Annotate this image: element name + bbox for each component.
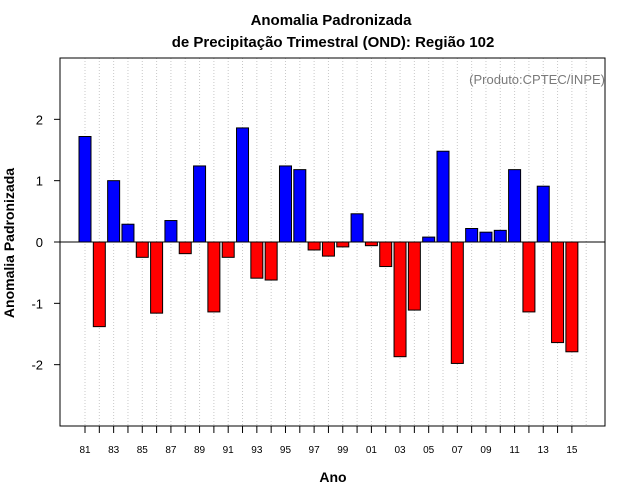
x-tick-label: 05 — [423, 445, 435, 456]
bar-2014 — [551, 241, 565, 344]
y-tick-label: 1 — [36, 174, 43, 189]
bar-2009 — [479, 231, 493, 243]
x-tick-label: 89 — [194, 445, 206, 456]
bar-2013 — [536, 185, 550, 243]
bar-2004 — [407, 241, 421, 311]
bar-2010 — [493, 229, 507, 243]
x-tick-label: 09 — [480, 445, 492, 456]
x-tick-label: 01 — [366, 445, 378, 456]
chart-title: Anomalia Padronizada — [251, 12, 413, 29]
x-tick-label: 91 — [223, 445, 235, 456]
bar-1981 — [78, 136, 92, 243]
bar-1991 — [221, 241, 235, 258]
x-tick-label: 81 — [79, 445, 91, 456]
bar-1985 — [135, 241, 149, 258]
y-axis-title: Anomalia Padronizada — [1, 168, 17, 318]
bar-2006 — [436, 150, 450, 243]
chart-subtitle: de Precipitação Trimestral (OND): Região… — [172, 34, 495, 51]
bar-1984 — [121, 223, 135, 243]
bar-1988 — [178, 241, 192, 255]
bar-1995 — [278, 165, 292, 243]
bar-2000 — [350, 213, 364, 243]
x-tick-label: 85 — [137, 445, 149, 456]
bar-2007 — [450, 241, 464, 364]
x-tick-label: 13 — [538, 445, 550, 456]
bar-2001 — [364, 241, 378, 247]
bar-2003 — [393, 241, 407, 358]
bar-2011 — [508, 169, 522, 243]
x-axis-title: Ano — [319, 469, 346, 485]
x-tick-label: 97 — [309, 445, 321, 456]
x-tick-label: 83 — [108, 445, 120, 456]
bar-1999 — [336, 241, 350, 248]
credit-label: (Produto:CPTEC/INPE) — [469, 72, 605, 87]
bar-2005 — [422, 236, 436, 243]
x-tick-label: 11 — [509, 445, 520, 456]
bar-2015 — [565, 241, 579, 353]
bar-1993 — [250, 241, 264, 279]
y-axis: -2 -1 0 1 2 — [31, 112, 60, 373]
y-tick-label: -1 — [31, 296, 43, 311]
x-tick-label: 87 — [165, 445, 177, 456]
x-axis: 81 83 85 87 89 91 93 95 97 99 01 03 05 07 09 11 13 15 — [79, 426, 578, 456]
x-tick-label: 15 — [566, 445, 578, 456]
bar-1982 — [92, 241, 106, 328]
x-tick-label: 95 — [280, 445, 292, 456]
bar-1986 — [150, 241, 164, 314]
bar-1996 — [293, 169, 307, 243]
bar-2002 — [379, 241, 393, 268]
x-tick-label: 99 — [337, 445, 349, 456]
x-tick-label: 07 — [452, 445, 464, 456]
x-tick-label: 93 — [251, 445, 263, 456]
bar-1998 — [321, 241, 335, 257]
bar-1987 — [164, 220, 178, 243]
bar-2012 — [522, 241, 536, 313]
bar-2008 — [465, 228, 479, 243]
bar-1994 — [264, 241, 278, 281]
y-tick-label: -2 — [31, 358, 43, 373]
y-tick-label: 0 — [36, 235, 43, 250]
bar-1992 — [236, 127, 250, 243]
bar-1989 — [193, 165, 207, 243]
bar-1997 — [307, 241, 321, 251]
y-tick-label: 2 — [36, 112, 43, 127]
bar-1990 — [207, 241, 221, 313]
x-tick-label: 03 — [394, 445, 406, 456]
bar-1983 — [107, 180, 121, 243]
